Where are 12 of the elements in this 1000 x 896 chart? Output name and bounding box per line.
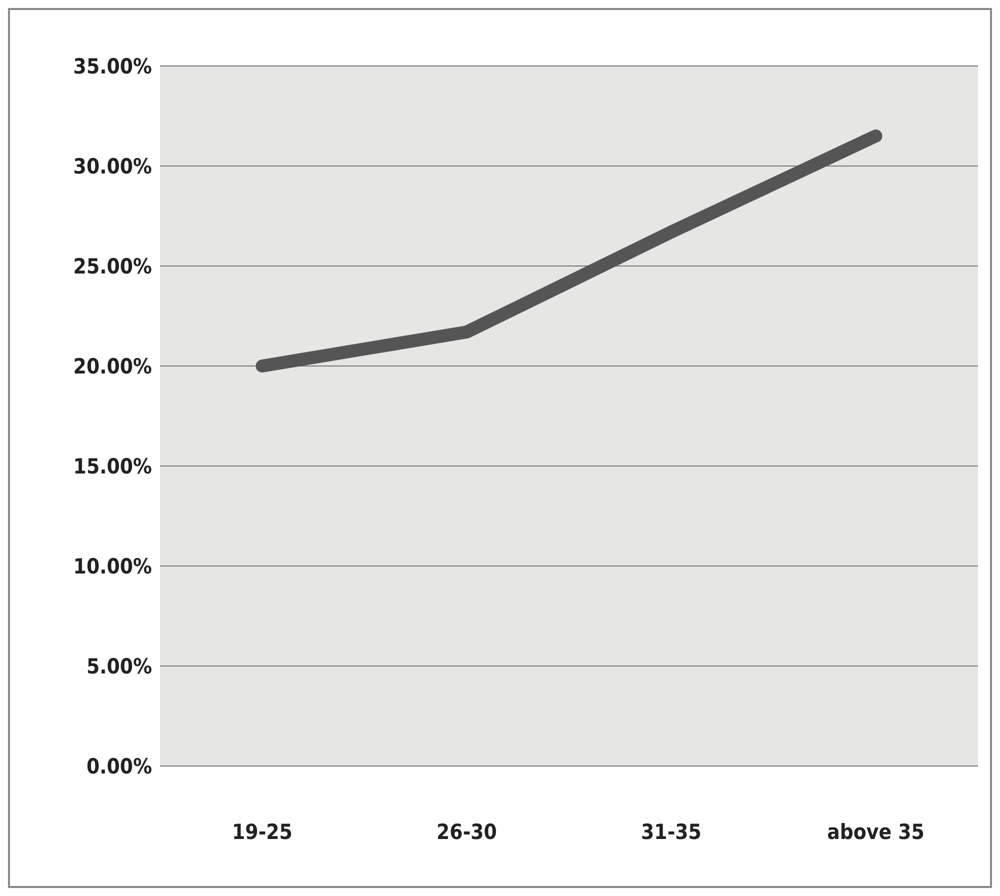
x-tick-label: above 35 [827, 820, 924, 844]
x-tick-label: 26-30 [436, 820, 497, 844]
y-tick-label: 15.00% [73, 454, 152, 478]
y-tick-label: 5.00% [86, 654, 152, 678]
y-tick-label: 10.00% [73, 554, 152, 578]
y-tick-label: 25.00% [73, 254, 152, 278]
y-tick-label: 20.00% [73, 354, 152, 378]
y-tick-label: 0.00% [86, 754, 152, 778]
x-tick-label: 19-25 [232, 820, 292, 844]
y-tick-label: 35.00% [73, 54, 152, 78]
x-tick-label: 31-35 [641, 820, 702, 844]
y-tick-label: 30.00% [73, 154, 152, 178]
